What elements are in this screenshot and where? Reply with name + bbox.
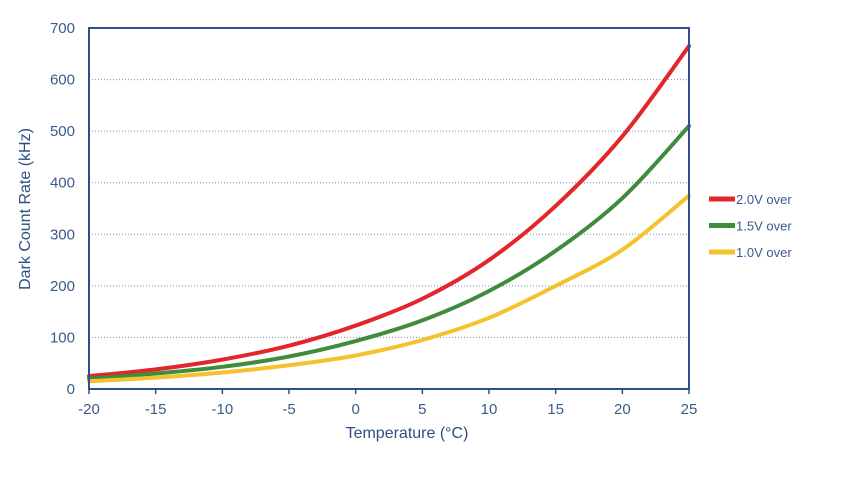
y-tick-label: 700 <box>50 20 75 37</box>
legend-label-2-0v-over: 2.0V over <box>736 192 792 207</box>
x-tick-label: 20 <box>614 401 631 418</box>
x-tick-label: -10 <box>211 401 233 418</box>
legend: 2.0V over 1.5V over 1.0V over <box>709 192 792 260</box>
legend-label-1-5v-over: 1.5V over <box>736 219 792 234</box>
y-tick-label: 0 <box>67 381 75 398</box>
x-tick-label: 5 <box>418 401 426 418</box>
x-axis-ticks: -20 -15 -10 -5 0 5 10 15 20 25 <box>78 389 697 418</box>
y-tick-label: 200 <box>50 278 75 295</box>
x-tick-label: -5 <box>282 401 295 418</box>
x-axis-title: Temperature (°C) <box>346 425 469 442</box>
y-tick-label: 300 <box>50 226 75 243</box>
series-lines <box>87 44 691 384</box>
y-tick-label: 600 <box>50 72 75 89</box>
gridlines <box>89 79 689 338</box>
x-tick-label: -20 <box>78 401 100 418</box>
series-line-2-0v-over <box>87 44 691 379</box>
x-tick-label: 15 <box>547 401 564 418</box>
y-tick-label: 500 <box>50 123 75 140</box>
y-axis-title: Dark Count Rate (kHz) <box>17 128 34 290</box>
plot-frame <box>88 27 690 390</box>
series-line-1-0v-over <box>87 193 691 384</box>
x-tick-label: -15 <box>145 401 167 418</box>
y-tick-label: 100 <box>50 329 75 346</box>
series-line-1-5v-over <box>87 123 691 381</box>
x-tick-label: 0 <box>351 401 359 418</box>
y-axis-ticks: 0 100 200 300 400 500 600 700 <box>50 20 75 398</box>
y-tick-label: 400 <box>50 175 75 192</box>
legend-label-1-0v-over: 1.0V over <box>736 245 792 260</box>
x-tick-label: 10 <box>481 401 498 418</box>
x-tick-label: 25 <box>681 401 698 418</box>
